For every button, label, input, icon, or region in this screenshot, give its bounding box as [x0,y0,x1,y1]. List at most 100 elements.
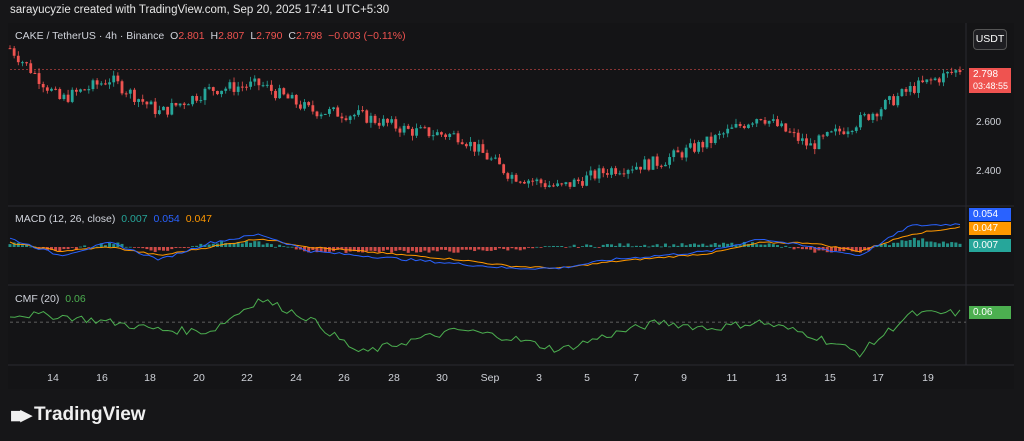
candle-body [896,96,900,106]
open-label: O [170,30,179,42]
symbol-label[interactable]: CAKE / TetherUS · 4h · Binance [15,30,165,42]
candle-body [850,130,854,132]
candle-body [162,106,165,111]
macd-hist-bar [352,247,356,252]
candle-body [664,164,667,167]
candle-body [776,119,779,127]
macd-hist-bar [149,247,153,251]
candle-body [780,123,784,127]
candle-body [91,80,95,90]
macd-hist-bar [128,246,132,248]
candle-body [589,170,593,176]
close-value: 2.798 [295,30,323,42]
macd-hist-bar [825,247,829,253]
candle-body [232,82,236,92]
macd-hist-bar [722,242,726,247]
candle-body [253,78,257,82]
tradingview-logo-icon: ◼▶ [10,407,32,424]
macd-hist-bar [763,244,767,247]
candle-body [257,78,261,86]
candle-body [863,114,866,116]
candle-body [149,101,153,105]
candle-body [33,73,37,75]
cmf-title[interactable]: CMF (20) [15,293,60,305]
candle-body [597,168,601,179]
candle-body [883,99,887,110]
macd-hist-bar [435,247,439,252]
macd-hist-bar [161,247,165,251]
candle-body [352,114,356,117]
macd-hist-bar [568,246,572,248]
macd-hist-bar [892,242,896,247]
candle-body [564,182,568,185]
candle-body [37,73,41,84]
macd-title[interactable]: MACD (12, 26, close) [15,213,116,225]
macd-hist-bar [610,244,614,247]
candle-body [423,127,427,129]
macd-hist-bar [547,246,551,248]
macd-hist-bar [327,247,331,252]
cmf-line [9,298,961,358]
macd-hist-bar [232,242,236,247]
x-tick-label: 19 [922,372,934,384]
macd-hist-bar [8,244,12,247]
macd-hist-bar [199,243,203,247]
macd-hist-bar [394,247,398,251]
macd-hist-bar [908,240,912,247]
candle-body [108,82,111,85]
candle-body [481,144,485,153]
candle-body [245,86,248,88]
macd-tag-hist: 0.047 [969,222,1011,235]
candle-body [684,147,688,158]
candle-body [572,179,576,187]
candle-body [70,89,74,102]
candle-body [344,118,348,120]
candle-body [402,125,406,133]
chart-area[interactable]: CAKE / TetherUS · 4h · Binance O2.801 H2… [8,23,1014,389]
macd-hist-bar [784,245,788,247]
chart-canvas[interactable] [8,23,1014,389]
macd-hist-bar [647,246,651,248]
macd-tag-macd: 0.007 [969,239,1011,252]
macd-hist-bar [20,245,24,247]
high-value: 2.807 [218,30,245,42]
macd-hist-bar [858,247,862,253]
macd-hist-bar [137,247,141,248]
macd-hist-bar [261,244,265,247]
candle-body [25,62,28,64]
candle-body [95,80,99,85]
candle-body [825,132,829,136]
macd-hist-bar [651,245,655,247]
macd-hist-bar [79,246,83,248]
macd-hist-bar [489,247,493,251]
macd-hist-bar [423,247,427,251]
currency-button[interactable]: USDT [973,29,1007,50]
macd-hist-bar [643,244,647,247]
macd-hist-bar [805,247,809,250]
candle-body [892,96,896,106]
candle-body [41,83,45,88]
candle-body [805,138,808,146]
candle-body [361,110,365,112]
low-label: L [250,30,257,42]
macd-hist-bar [356,247,360,253]
macd-hist-bar [278,244,282,247]
macd-hist-bar [290,246,294,248]
macd-hist-bar [655,244,659,247]
candle-body [697,142,701,152]
candle-body [145,101,149,105]
macd-hist-bar [70,247,74,248]
macd-hist-bar [842,247,846,252]
macd-hist-bar [796,247,800,249]
candle-body [680,152,684,158]
macd-hist-bar [788,246,792,248]
macd-hist-bar [759,244,763,247]
macd-hist-bar [439,247,443,250]
macd-hist-bar [12,242,16,247]
candle-body [112,75,116,83]
candle-body [477,144,481,152]
x-tick-label: 28 [388,372,400,384]
macd-hist-bar [431,247,435,251]
candle-body [133,89,136,102]
candle-body [307,102,311,106]
